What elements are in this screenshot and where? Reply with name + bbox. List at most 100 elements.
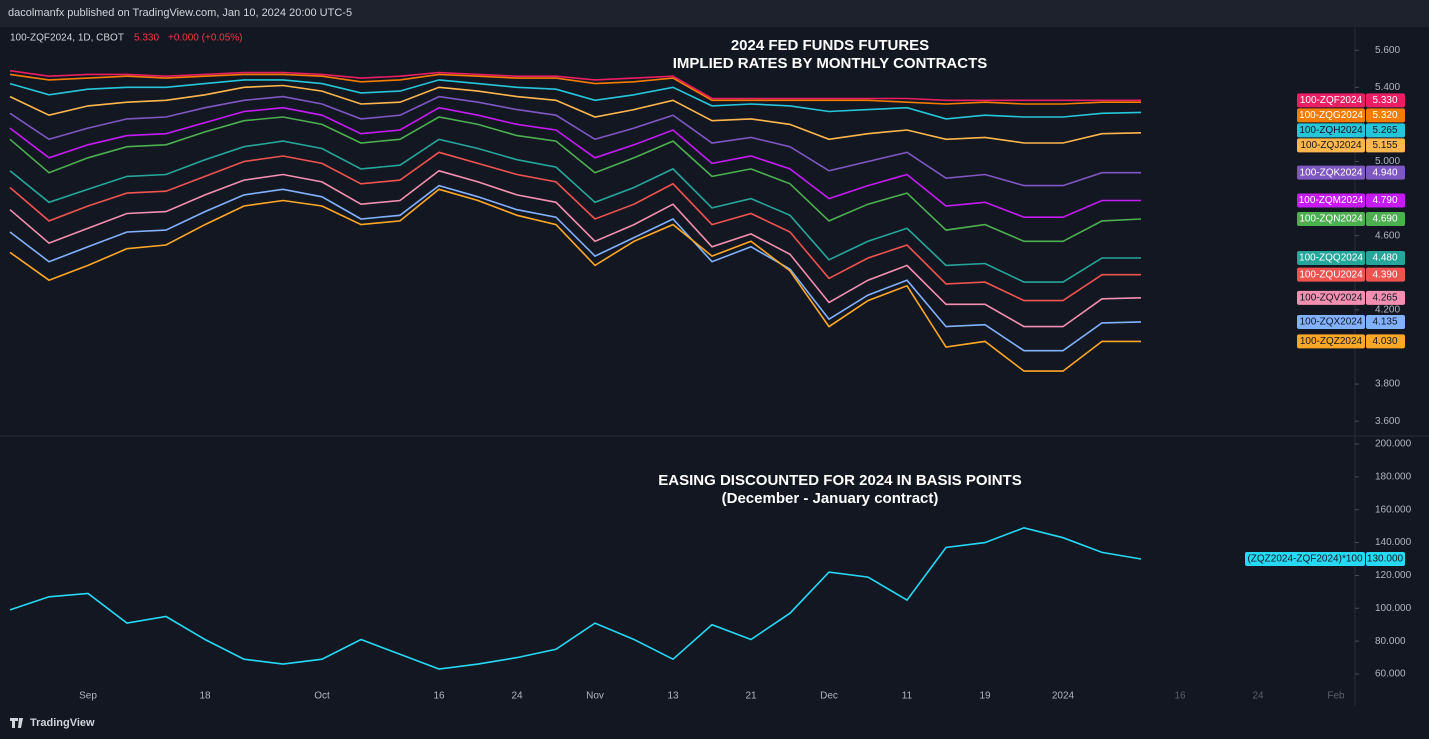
x-tick-label: 21 (745, 691, 757, 702)
brand-logo (10, 718, 23, 728)
legend-label: 100-ZQG2024 (1299, 110, 1363, 121)
value-label: 4.390 (1372, 269, 1397, 280)
series-line (9, 95, 1141, 187)
x-tick-label: 2024 (1052, 691, 1075, 702)
series-line (9, 184, 1142, 352)
legend-label: 100-ZQU2024 (1299, 269, 1363, 280)
value-label: 4.790 (1372, 195, 1397, 206)
legend-label: 100-ZQX2024 (1300, 317, 1363, 328)
legend-label: 100-ZQF2024 (1300, 95, 1363, 106)
chart-subtitle: IMPLIED RATES BY MONTHLY CONTRACTS (673, 55, 987, 72)
series-line (9, 84, 1142, 144)
value-label: 4.690 (1372, 214, 1397, 225)
legend-label: 100-ZQZ2024 (1300, 336, 1363, 347)
legend-label: 100-ZQM2024 (1299, 195, 1364, 206)
y-tick-label: 4.600 (1375, 230, 1400, 241)
series-tag (1297, 138, 1365, 153)
legend-label: 100-ZQH2024 (1299, 125, 1363, 136)
chart-subtitle: (December - January contract) (722, 490, 939, 507)
y-tick-label: 140.000 (1375, 537, 1412, 548)
value-tag (1366, 267, 1405, 282)
y-tick-label: 100.000 (1375, 603, 1412, 614)
x-tick-label: 24 (1252, 691, 1264, 702)
x-tick-label: 16 (433, 691, 445, 702)
y-tick-label: 180.000 (1375, 472, 1412, 483)
y-tick-label: 60.000 (1375, 669, 1406, 680)
value-label: 4.135 (1372, 317, 1397, 328)
value-tag (1366, 250, 1405, 265)
value-tag (1366, 314, 1405, 329)
legend-label: 100-ZQJ2024 (1300, 140, 1362, 151)
y-tick-label: 80.000 (1375, 636, 1406, 647)
series-tag (1297, 212, 1365, 227)
symbol: 100-ZQF2024, 1D, CBOT (10, 33, 124, 44)
series-line (9, 526, 1142, 670)
series-tag (1297, 123, 1365, 138)
x-tick-label: Sep (79, 691, 97, 702)
x-tick-label: 13 (667, 691, 679, 702)
series-tag (1297, 290, 1365, 305)
series-line (9, 73, 1141, 105)
header-bar (0, 0, 1429, 27)
y-tick-label: 5.000 (1375, 156, 1400, 167)
x-tick-label: 11 (902, 691, 913, 702)
series-line (9, 69, 1141, 102)
value-label: 5.320 (1372, 110, 1397, 121)
y-tick-label: 3.800 (1375, 379, 1400, 390)
x-tick-label: Nov (586, 691, 604, 702)
price: 5.330 (134, 33, 159, 44)
value-tag (1366, 334, 1405, 349)
value-label: 4.940 (1372, 167, 1397, 178)
x-tick-label: 18 (199, 691, 211, 702)
series-tag (1297, 193, 1365, 208)
legend-label: 100-ZQQ2024 (1299, 253, 1363, 264)
value-label: 5.330 (1372, 95, 1397, 106)
value-tag (1366, 193, 1405, 208)
value-label: 130.000 (1367, 554, 1404, 565)
y-tick-label: 4.200 (1375, 305, 1400, 316)
value-label: 4.030 (1372, 336, 1397, 347)
legend-label: 100-ZQK2024 (1300, 167, 1363, 178)
y-tick-label: 5.600 (1375, 45, 1400, 56)
y-tick-label: 160.000 (1375, 504, 1412, 515)
series-tag (1297, 314, 1365, 329)
y-tick-label: 200.000 (1375, 439, 1412, 450)
series-line (9, 116, 1142, 243)
value-tag (1366, 123, 1405, 138)
x-tick-label: Oct (314, 691, 330, 702)
series-tag (1245, 552, 1365, 567)
value-tag (1366, 290, 1405, 305)
series-tag (1297, 250, 1365, 265)
x-tick-label: Dec (820, 691, 838, 702)
footer-bar (0, 708, 1429, 739)
value-tag (1366, 552, 1405, 567)
series-tag (1297, 267, 1365, 282)
series-line (9, 169, 1142, 328)
legend-label: 100-ZQV2024 (1300, 292, 1363, 303)
x-tick-label: 24 (511, 691, 523, 702)
series-tag (1297, 108, 1365, 123)
change: +0.000 (+0.05%) (168, 33, 243, 44)
value-label: 4.480 (1372, 253, 1397, 264)
brand: TradingView (30, 717, 95, 729)
value-tag (1366, 93, 1405, 108)
publisher: dacolmanfx published on TradingView.com,… (8, 7, 352, 19)
series-line (9, 138, 1141, 283)
value-tag (1366, 138, 1405, 153)
value-label: 5.155 (1372, 140, 1397, 151)
series-line (9, 188, 1141, 372)
series-tag (1297, 334, 1365, 349)
value-tag (1366, 165, 1405, 180)
series-line (9, 106, 1141, 218)
value-tag (1366, 212, 1405, 227)
chart-title: 2024 FED FUNDS FUTURES (731, 37, 929, 54)
value-label: 5.265 (1372, 125, 1397, 136)
x-tick-label: 16 (1174, 691, 1186, 702)
value-tag (1366, 108, 1405, 123)
series-line (9, 79, 1142, 120)
y-tick-label: 120.000 (1375, 570, 1412, 581)
x-tick-label: 19 (979, 691, 991, 702)
